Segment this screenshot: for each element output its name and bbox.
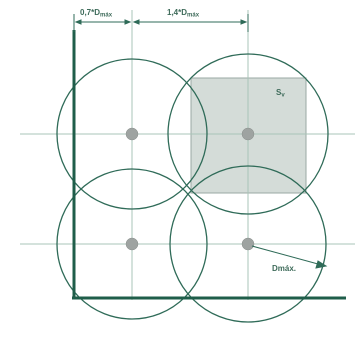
node-bottom-left bbox=[125, 237, 139, 251]
radius-label: Dmáx. bbox=[272, 264, 296, 273]
dimension-label-right: 1,4*Dmáx bbox=[167, 8, 200, 19]
coverage-circle-top-right bbox=[167, 53, 329, 215]
node-top-left bbox=[125, 127, 139, 141]
dimension-lines bbox=[73, 14, 249, 32]
coverage-circle-bottom-left bbox=[56, 168, 208, 320]
grid-lines bbox=[20, 10, 355, 300]
node-bottom-right bbox=[241, 237, 255, 251]
coverage-circles bbox=[56, 53, 329, 323]
coverage-circle-bottom-right bbox=[169, 165, 327, 323]
coverage-circle-top-left bbox=[56, 58, 208, 210]
node-top-right bbox=[241, 127, 255, 141]
grid-nodes bbox=[125, 127, 255, 251]
area-label: Sv bbox=[276, 88, 285, 99]
axes bbox=[72, 30, 346, 300]
dimension-label-left: 0,7*Dmáx bbox=[80, 8, 113, 19]
radius-arrow bbox=[251, 245, 328, 269]
